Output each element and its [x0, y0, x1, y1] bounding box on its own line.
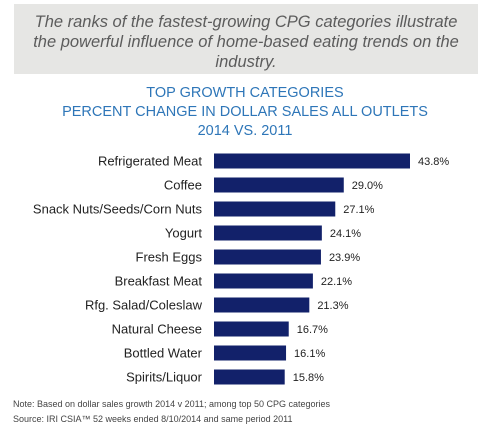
category-label-coffee: Coffee [164, 178, 202, 193]
value-label-rfg-salad-coleslaw: 21.3% [317, 300, 348, 312]
footnote-note: Note: Based on dollar sales growth 2014 … [13, 399, 331, 409]
bar-breakfast-meat [214, 273, 313, 289]
category-label-refrigerated-meat: Refrigerated Meat [98, 154, 202, 169]
value-label-natural-cheese: 16.7% [297, 324, 328, 336]
bar-yogurt [214, 225, 322, 241]
value-label-yogurt: 24.1% [330, 228, 361, 240]
category-label-spirits-liquor: Spirits/Liquor [126, 370, 203, 385]
bar-chart: Refrigerated Meat 43.8% Coffee 29.0% Snack N… [33, 153, 449, 385]
value-label-snack-nuts-seeds-corn-nuts: 27.1% [343, 204, 374, 216]
caption-text: The ranks of the fastest-growing CPG cat… [33, 13, 459, 71]
chart-title-line-2: PERCENT CHANGE IN DOLLAR SALES ALL OUTLE… [62, 104, 428, 120]
chart-title-line-3: 2014 VS. 2011 [197, 123, 293, 139]
bar-fresh-eggs [214, 249, 321, 265]
bar-bottled-water [214, 345, 287, 361]
bar-coffee [214, 177, 344, 193]
value-label-bottled-water: 16.1% [294, 348, 325, 360]
bar-rfg-salad-coleslaw [214, 297, 310, 313]
bar-snack-nuts-seeds-corn-nuts [214, 201, 336, 217]
bar-natural-cheese [214, 321, 289, 337]
category-label-natural-cheese: Natural Cheese [112, 322, 202, 337]
caption-box: The ranks of the fastest-growing CPG cat… [14, 4, 478, 74]
category-label-yogurt: Yogurt [165, 226, 202, 241]
footnote-source: Source: IRI CSIA™ 52 weeks ended 8/10/20… [13, 414, 293, 424]
value-label-fresh-eggs: 23.9% [329, 252, 360, 264]
value-label-refrigerated-meat: 43.8% [418, 156, 449, 168]
category-label-bottled-water: Bottled Water [124, 346, 203, 361]
bar-spirits-liquor [214, 369, 285, 385]
value-label-breakfast-meat: 22.1% [321, 276, 352, 288]
category-label-fresh-eggs: Fresh Eggs [136, 250, 203, 265]
category-label-snack-nuts-seeds-corn-nuts: Snack Nuts/Seeds/Corn Nuts [33, 202, 203, 217]
chart-title-line-1: TOP GROWTH CATEGORIES [146, 85, 344, 101]
bar-refrigerated-meat [214, 153, 410, 169]
category-label-rfg-salad-coleslaw: Rfg. Salad/Coleslaw [85, 298, 203, 313]
category-label-breakfast-meat: Breakfast Meat [115, 274, 203, 289]
value-label-coffee: 29.0% [352, 180, 383, 192]
value-label-spirits-liquor: 15.8% [293, 372, 324, 384]
